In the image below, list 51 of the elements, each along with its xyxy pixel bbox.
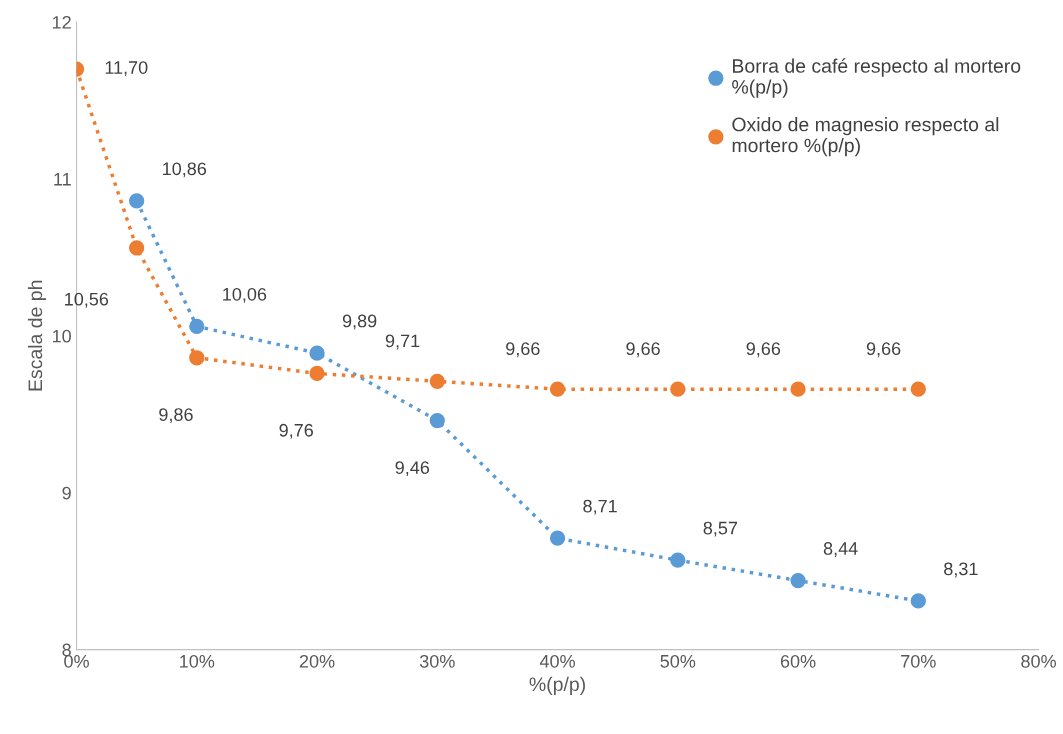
data-label: 9,76 xyxy=(279,423,313,439)
point xyxy=(670,552,686,568)
x-axis-title: %(p/p) xyxy=(529,676,585,695)
data-label: 8,71 xyxy=(583,499,617,515)
legend-label: Oxido de magnesio respecto al mortero %(p/p) xyxy=(732,117,999,157)
x-tick-label: 60% xyxy=(780,654,816,668)
x-tick-label: 0% xyxy=(64,654,89,668)
y-tick-label: 8 xyxy=(62,643,71,657)
point xyxy=(429,412,445,429)
x-tick-label: 30% xyxy=(419,654,455,668)
data-label: 11,70 xyxy=(105,61,148,77)
data-label: 9,66 xyxy=(746,342,781,358)
point xyxy=(910,593,926,609)
point xyxy=(189,350,205,366)
point xyxy=(790,572,806,589)
x-tick-label: 80% xyxy=(1021,654,1056,668)
point xyxy=(309,365,325,382)
data-label: 8,31 xyxy=(944,562,978,578)
data-label: 9,86 xyxy=(159,408,193,424)
data-label: 9,46 xyxy=(395,461,430,477)
x-tick-label: 50% xyxy=(660,654,696,668)
point xyxy=(910,381,926,397)
point xyxy=(429,373,445,389)
data-label: 9,89 xyxy=(342,314,377,330)
data-label: 9,71 xyxy=(385,334,420,350)
point xyxy=(670,381,686,397)
point xyxy=(790,381,806,397)
data-label: 10,56 xyxy=(65,292,109,308)
point xyxy=(129,240,145,256)
data-label: 10,86 xyxy=(163,162,207,178)
legend-label: Borra de café respecto al mortero %(p/p) xyxy=(732,58,1021,98)
y-tick-label: 9 xyxy=(62,486,71,500)
x-tick-label: 70% xyxy=(901,654,936,668)
point xyxy=(549,530,566,546)
x-tick-label: 40% xyxy=(539,654,575,668)
x-tick-label: 20% xyxy=(299,654,335,668)
point xyxy=(549,381,566,397)
point xyxy=(129,193,145,209)
data-label: 8,44 xyxy=(823,542,858,557)
y-tick-label: 12 xyxy=(52,15,71,29)
data-label: 8,57 xyxy=(703,521,738,537)
data-label: 9,66 xyxy=(626,342,660,358)
point xyxy=(189,318,205,335)
point xyxy=(309,345,325,361)
x-tick-label: 10% xyxy=(180,654,215,668)
y-tick-label: 10 xyxy=(52,329,71,343)
y-tick-label: 11 xyxy=(54,173,71,186)
y-axis-title: Escala de ph xyxy=(27,280,47,391)
data-label: 9,66 xyxy=(866,342,901,358)
data-label: 10,06 xyxy=(223,287,267,303)
data-label: 9,66 xyxy=(506,342,540,358)
